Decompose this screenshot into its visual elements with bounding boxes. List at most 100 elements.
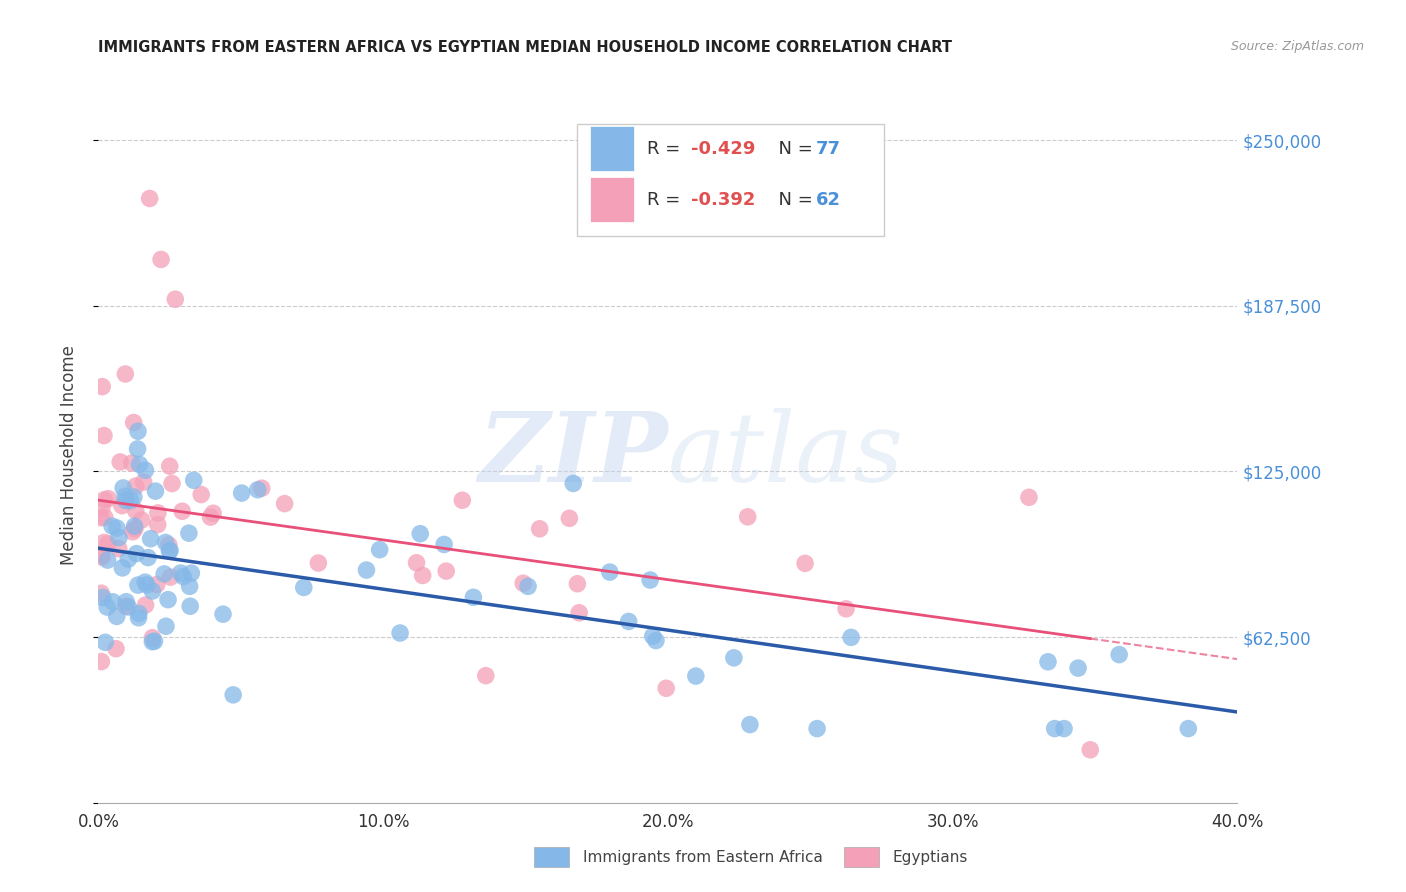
Point <box>1177 722 1199 736</box>
Point <box>685 669 707 683</box>
Point <box>434 564 457 578</box>
Point <box>155 535 177 549</box>
Point <box>835 602 858 616</box>
Point <box>90 510 112 524</box>
Text: IMMIGRANTS FROM EASTERN AFRICA VS EGYPTIAN MEDIAN HOUSEHOLD INCOME CORRELATION C: IMMIGRANTS FROM EASTERN AFRICA VS EGYPTI… <box>98 40 952 55</box>
Point <box>90 586 112 600</box>
Point <box>93 428 115 442</box>
Point <box>157 592 180 607</box>
Point <box>155 619 177 633</box>
Point <box>134 463 156 477</box>
Point <box>91 591 114 605</box>
Text: N =: N = <box>766 191 818 209</box>
Point <box>93 492 115 507</box>
Text: Immigrants from Eastern Africa: Immigrants from Eastern Africa <box>583 850 824 864</box>
Point <box>617 615 640 629</box>
Point <box>125 479 148 493</box>
Text: -0.429: -0.429 <box>690 139 755 158</box>
Y-axis label: Median Household Income: Median Household Income <box>59 345 77 565</box>
Point <box>146 506 169 520</box>
Point <box>121 456 143 470</box>
Point <box>139 532 162 546</box>
Point <box>179 599 201 614</box>
Point <box>91 550 114 565</box>
Point <box>806 722 828 736</box>
Point <box>127 442 149 456</box>
Point <box>250 481 273 495</box>
Point <box>307 556 329 570</box>
Point <box>136 550 159 565</box>
Point <box>567 576 589 591</box>
Point <box>638 573 661 587</box>
Point <box>475 668 498 682</box>
Point <box>97 537 120 551</box>
Point <box>112 481 135 495</box>
Point <box>117 552 139 566</box>
Point <box>141 634 163 648</box>
Point <box>138 192 160 206</box>
Point <box>723 650 745 665</box>
Point <box>169 566 191 580</box>
Point <box>145 577 167 591</box>
Point <box>93 535 115 549</box>
Point <box>121 524 143 539</box>
Point <box>412 568 434 582</box>
Point <box>212 607 235 622</box>
Point <box>179 579 201 593</box>
Point <box>200 510 222 524</box>
Point <box>114 493 136 508</box>
FancyBboxPatch shape <box>591 126 634 171</box>
Point <box>124 519 146 533</box>
Point <box>737 509 759 524</box>
Point <box>127 578 149 592</box>
Point <box>143 634 166 648</box>
Point <box>1036 655 1059 669</box>
Point <box>177 526 200 541</box>
Point <box>655 681 678 696</box>
Point <box>463 591 485 605</box>
Point <box>183 473 205 487</box>
Point <box>222 688 245 702</box>
Point <box>292 581 315 595</box>
Point <box>368 542 391 557</box>
Point <box>172 504 194 518</box>
Text: -0.392: -0.392 <box>690 191 755 209</box>
Point <box>738 717 761 731</box>
Point <box>1053 722 1076 736</box>
Text: R =: R = <box>647 139 686 158</box>
Point <box>94 510 117 524</box>
Point <box>160 476 183 491</box>
Point <box>141 584 163 599</box>
Text: 77: 77 <box>815 139 841 158</box>
Point <box>409 526 432 541</box>
Point <box>172 569 194 583</box>
Point <box>122 416 145 430</box>
Point <box>1043 722 1066 736</box>
Point <box>165 292 187 306</box>
Point <box>91 500 114 515</box>
Text: Egyptians: Egyptians <box>893 850 969 864</box>
Point <box>1018 491 1040 505</box>
Point <box>97 491 120 506</box>
FancyBboxPatch shape <box>576 124 884 235</box>
Point <box>104 641 127 656</box>
Point <box>558 511 581 525</box>
Point <box>128 607 150 621</box>
Point <box>125 547 148 561</box>
Point <box>157 538 180 552</box>
Point <box>562 476 585 491</box>
Point <box>159 543 181 558</box>
Text: 62: 62 <box>815 191 841 209</box>
Point <box>122 490 145 504</box>
Point <box>97 553 120 567</box>
Point <box>111 499 134 513</box>
Point <box>433 537 456 551</box>
Point <box>517 579 540 593</box>
Point <box>128 458 150 472</box>
Point <box>105 521 128 535</box>
Point <box>117 599 139 614</box>
Point <box>529 522 551 536</box>
Point <box>1108 648 1130 662</box>
Point <box>120 493 142 508</box>
Point <box>96 600 118 615</box>
